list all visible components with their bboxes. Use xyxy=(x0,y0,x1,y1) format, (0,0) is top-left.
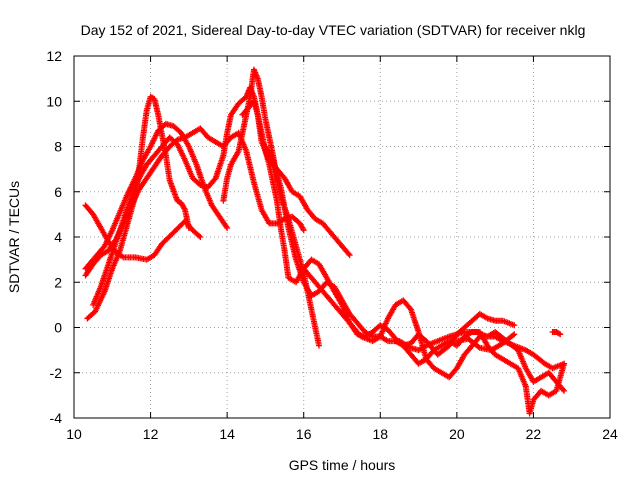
series xyxy=(453,331,518,354)
grid-lines xyxy=(74,56,610,418)
data-point xyxy=(511,322,518,329)
y-tick-label: -4 xyxy=(50,410,63,426)
data-point xyxy=(196,232,203,239)
x-tick-label: 20 xyxy=(449,426,465,442)
y-tick-label: 12 xyxy=(46,48,62,64)
y-tick-label: 4 xyxy=(54,229,62,245)
y-tick-label: 2 xyxy=(54,274,62,290)
x-tick-label: 22 xyxy=(526,426,542,442)
chart-title: Day 152 of 2021, Sidereal Day-to-day VTE… xyxy=(81,22,586,38)
x-tick-label: 16 xyxy=(296,426,312,442)
data-point xyxy=(557,331,564,338)
y-tick-label: 6 xyxy=(54,184,62,200)
data-point xyxy=(475,343,482,350)
x-axis-label: GPS time / hours xyxy=(289,457,396,473)
data-point xyxy=(559,386,566,393)
y-tick-label: 0 xyxy=(54,320,62,336)
series xyxy=(82,125,307,279)
data-point xyxy=(316,342,323,349)
y-axis-label: SDTVAR / TECUs xyxy=(6,181,22,293)
x-tick-label: 14 xyxy=(219,426,235,442)
y-tick-label: -2 xyxy=(50,365,63,381)
x-tick-label: 12 xyxy=(143,426,159,442)
data-point xyxy=(185,224,192,231)
data-point xyxy=(511,331,518,338)
data-point xyxy=(346,252,353,259)
series xyxy=(549,329,564,338)
data-point xyxy=(345,250,352,257)
data-points xyxy=(82,66,568,417)
data-point xyxy=(224,224,231,231)
x-tick-label: 18 xyxy=(372,426,388,442)
data-point xyxy=(197,234,204,240)
series xyxy=(90,84,353,308)
data-point xyxy=(555,330,562,337)
series xyxy=(84,93,192,322)
data-point xyxy=(561,360,568,367)
series xyxy=(392,329,568,417)
x-tick-label: 24 xyxy=(602,426,618,442)
y-tick-label: 8 xyxy=(54,139,62,155)
data-point xyxy=(300,227,307,234)
y-tick-label: 10 xyxy=(46,93,62,109)
data-point xyxy=(510,332,517,339)
x-tick-label: 10 xyxy=(66,426,82,442)
data-point xyxy=(561,387,568,394)
series xyxy=(220,66,323,349)
